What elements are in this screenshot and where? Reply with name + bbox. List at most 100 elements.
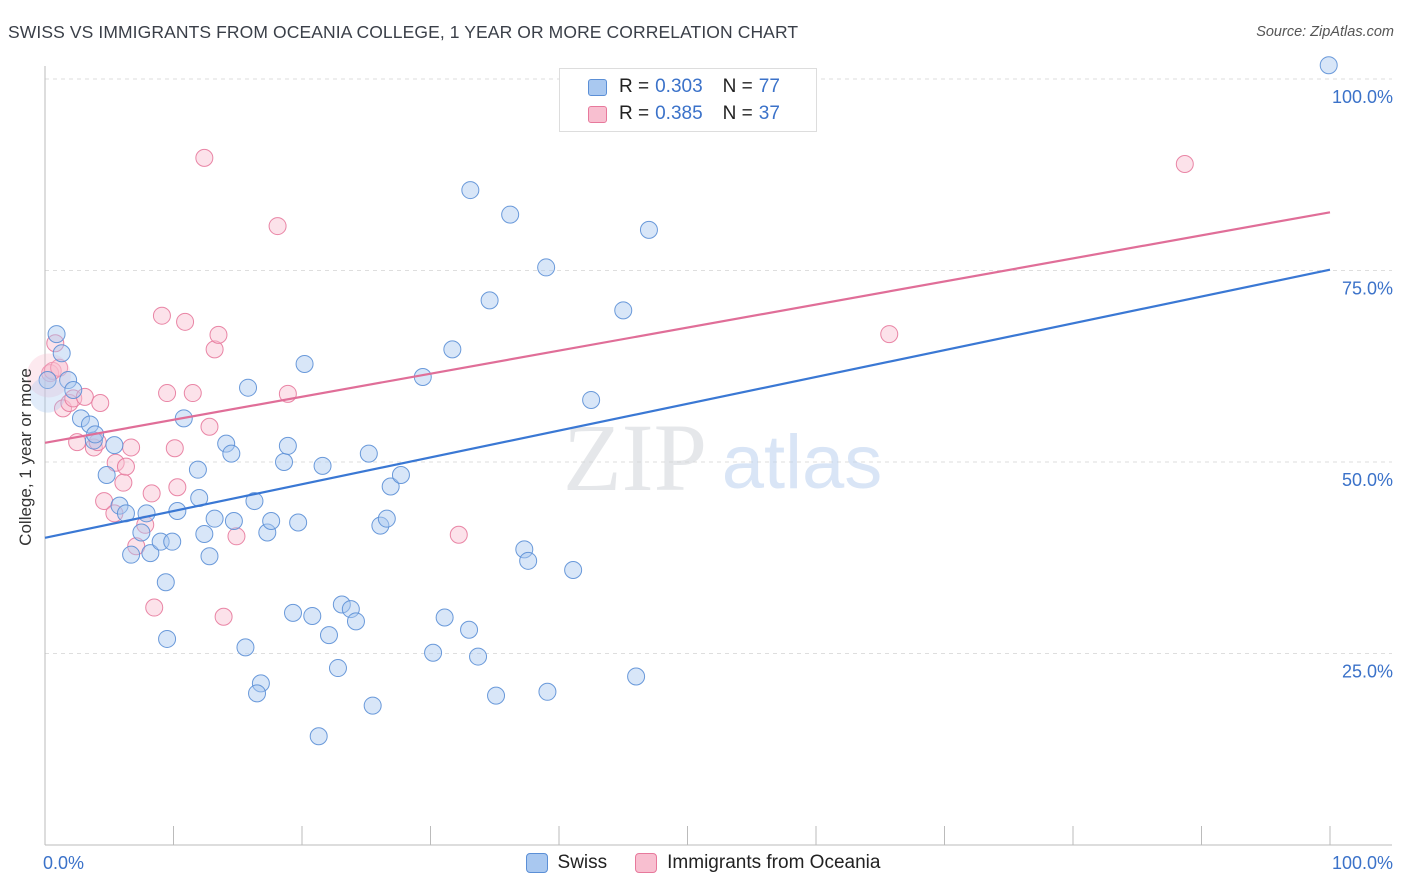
swiss-point: [236, 638, 255, 657]
swiss-point: [110, 496, 129, 515]
series-swatch-oceania: [635, 853, 658, 873]
swiss-point: [262, 511, 281, 530]
swiss-point: [391, 466, 410, 485]
swiss-point: [313, 456, 332, 475]
swiss-point: [537, 258, 556, 277]
swiss-point: [303, 606, 322, 625]
oceania-point: [41, 364, 60, 383]
oceania-point: [116, 457, 135, 476]
swiss-point: [487, 686, 506, 705]
swiss-point: [359, 444, 378, 463]
tick-labels: 25.0% 50.0% 75.0% 100.0% 0.0% 100.0%: [43, 87, 1393, 873]
swiss-point: [156, 573, 175, 592]
oceania-point: [205, 340, 224, 359]
legend-r-label: R =: [619, 76, 650, 97]
swiss-point: [469, 647, 488, 666]
swiss-point: [239, 378, 258, 397]
swiss-point: [200, 547, 219, 566]
watermark-atlas: atlas: [722, 420, 883, 505]
swiss-point: [97, 466, 116, 485]
swiss-point: [205, 509, 224, 528]
legend-r-value: 0.385: [655, 103, 703, 124]
swiss-point: [564, 561, 583, 580]
swiss-point: [222, 444, 241, 463]
swiss-point: [217, 434, 236, 453]
swiss-point: [614, 301, 633, 320]
oceania-point: [152, 306, 171, 325]
swiss-point: [519, 551, 538, 570]
y-tick-label: 75.0%: [1342, 279, 1393, 299]
swiss-point: [71, 409, 90, 428]
oceania-point: [214, 607, 233, 626]
swiss-point: [163, 532, 182, 551]
oceania-point: [142, 484, 161, 503]
swiss-point: [137, 504, 156, 523]
swiss-point: [627, 667, 646, 686]
oceania-trendline: [44, 211, 1331, 444]
y-axis-label: College, 1 year or more: [16, 368, 35, 546]
swiss-point: [424, 643, 443, 662]
swiss-point: [38, 371, 57, 390]
swiss-point: [582, 390, 601, 409]
oceania-point: [195, 148, 214, 167]
swiss-point-cluster: [29, 376, 66, 413]
swiss-point: [84, 431, 103, 450]
legend-row-swiss: R = 0.303 N = 77: [588, 75, 780, 99]
grid-lines: [45, 78, 1392, 654]
swiss-point: [332, 595, 351, 614]
swiss-point: [122, 545, 141, 564]
correlation-legend: R = 0.303 N = 77 R = 0.385 N = 37: [559, 68, 817, 132]
swiss-point: [328, 659, 347, 678]
swiss-points: [29, 56, 1338, 746]
swiss-point: [515, 540, 534, 559]
oceania-point: [268, 217, 287, 236]
series-legend: Swiss Immigrants from Oceania: [0, 852, 1406, 874]
axes: [44, 66, 1392, 846]
legend-row-oceania: R = 0.385 N = 37: [588, 102, 780, 126]
swiss-point: [371, 516, 390, 535]
legend-swatch-oceania: [588, 105, 607, 123]
swiss-point: [224, 511, 243, 530]
oceania-point: [165, 439, 184, 458]
series-swatch-swiss: [525, 853, 548, 873]
swiss-point: [346, 612, 365, 631]
swiss-point: [284, 603, 303, 622]
swiss-point: [460, 620, 479, 639]
swiss-point: [1319, 56, 1338, 75]
swiss-point: [538, 682, 557, 701]
legend-swatch-swiss: [588, 78, 607, 96]
series-legend-swiss: Swiss: [525, 852, 607, 874]
legend-r-value: 0.303: [655, 76, 703, 97]
swiss-point: [251, 674, 270, 693]
oceania-point: [106, 453, 125, 472]
swiss-trendline: [44, 268, 1331, 539]
trendlines: [44, 211, 1331, 539]
legend-n-value: 37: [758, 103, 780, 124]
oceania-point: [200, 417, 219, 436]
oceania-point: [46, 334, 65, 353]
oceania-point: [122, 438, 141, 457]
swiss-point: [188, 460, 207, 479]
swiss-point: [377, 509, 396, 528]
legend-n-label: N =: [722, 76, 753, 97]
watermark: ZIP atlas: [563, 404, 882, 511]
swiss-point: [295, 354, 314, 373]
swiss-point: [132, 523, 151, 542]
x-tick-label-max: 100.0%: [1332, 853, 1393, 873]
swiss-point: [158, 629, 177, 648]
oceania-point: [50, 358, 69, 377]
legend-r-label: R =: [619, 103, 650, 124]
oceania-point: [1175, 155, 1194, 174]
oceania-point: [449, 525, 468, 544]
watermark-zip: ZIP: [563, 404, 707, 511]
swiss-point: [319, 626, 338, 645]
chart-title: SWISS VS IMMIGRANTS FROM OCEANIA COLLEGE…: [8, 22, 799, 42]
swiss-point: [105, 436, 124, 455]
oceania-point: [75, 387, 94, 406]
series-name-oceania: Immigrants from Oceania: [667, 852, 881, 873]
swiss-point: [278, 436, 297, 455]
swiss-point: [289, 513, 308, 532]
swiss-point: [64, 380, 83, 399]
swiss-point: [52, 344, 71, 363]
y-tick-label: 25.0%: [1342, 662, 1393, 682]
